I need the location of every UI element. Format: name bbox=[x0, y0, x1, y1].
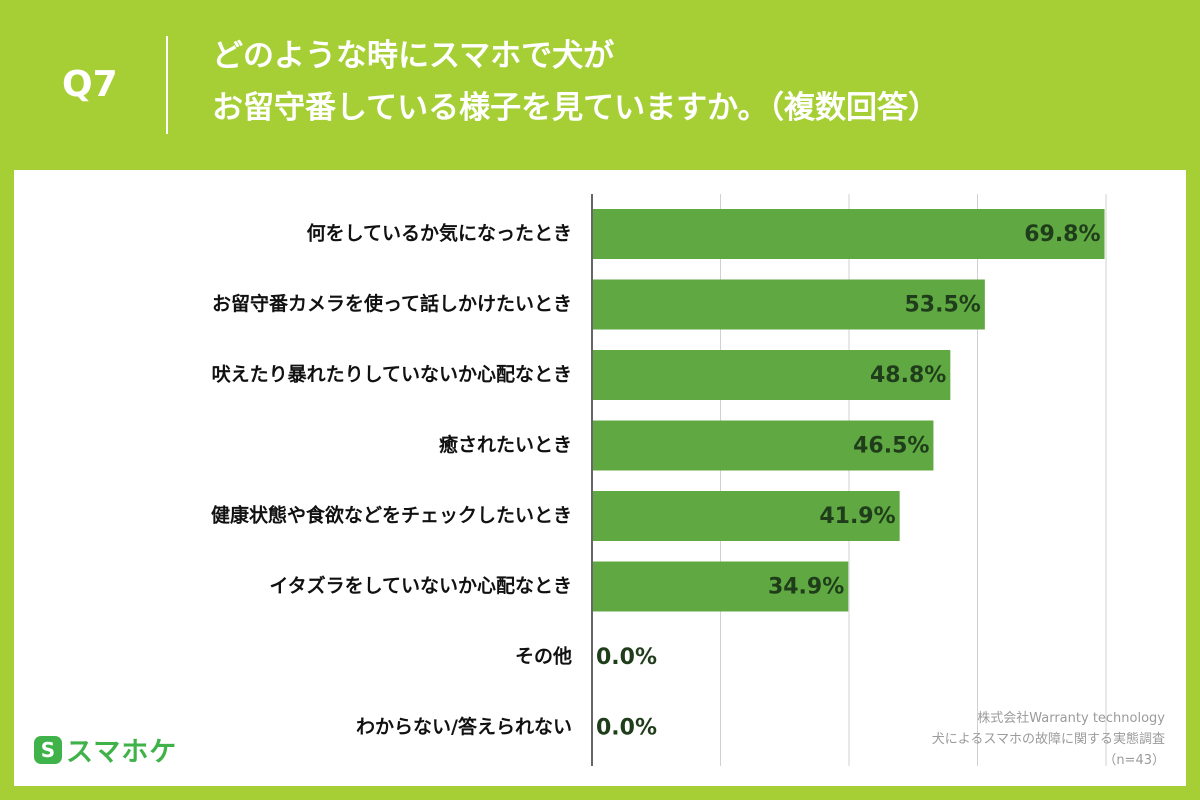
source-note: 株式会社Warranty technology 犬によるスマホの故障に関する実態… bbox=[932, 708, 1165, 771]
value-label-8: 0.0% bbox=[596, 716, 657, 741]
bar-chart: 何をしているか気になったときお留守番カメラを使って話しかけたいとき吠えたり暴れた… bbox=[211, 194, 1107, 766]
bar-5 bbox=[593, 491, 900, 541]
logo-icon bbox=[34, 735, 62, 764]
value-label-7: 0.0% bbox=[596, 645, 657, 670]
logo-text: スマホケ bbox=[66, 737, 178, 768]
value-label-4: 46.5% bbox=[853, 434, 929, 459]
chart-panel: 何をしているか気になったときお留守番カメラを使って話しかけたいとき 吠えたり暴れた… bbox=[14, 170, 1186, 786]
bar-2 bbox=[593, 279, 985, 330]
category-label-4: 癒されたいとき bbox=[439, 433, 572, 456]
source-sample-size: （n=43） bbox=[1103, 753, 1165, 768]
bar-1 bbox=[593, 209, 1105, 259]
value-label-5: 41.9% bbox=[819, 504, 895, 529]
bar-6 bbox=[593, 561, 849, 612]
value-labels: 69.8% 53.5% 48.8% 46.5% 41.9% 34.9% 0.0% 0.0% bbox=[596, 222, 1101, 741]
bar-4 bbox=[593, 420, 934, 471]
source-survey: 犬によるスマホの故障に関する実態調査 bbox=[931, 732, 1165, 747]
bar-3 bbox=[593, 350, 951, 400]
category-labels: 何をしているか気になったときお留守番カメラを使って話しかけたいとき吠えたり暴れた… bbox=[211, 222, 572, 739]
value-label-1: 69.8% bbox=[1024, 222, 1100, 247]
category-label-2: お留守番カメラを使って話しかけたいとき bbox=[212, 292, 572, 315]
value-label-2: 53.5% bbox=[905, 293, 981, 318]
source-company: 株式会社Warranty technology bbox=[977, 711, 1165, 726]
bars bbox=[593, 209, 1105, 612]
brand-logo: スマホケ bbox=[34, 730, 177, 769]
category-label-3: 吠えたり暴れたりしていないか心配なとき bbox=[212, 364, 572, 386]
value-label-6: 34.9% bbox=[768, 575, 844, 600]
question-title: どのような時にスマホで犬が お留守番している様子を見ていますか。（複数回答） bbox=[212, 30, 1172, 134]
question-title-line-2: お留守番している様子を見ていますか。（複数回答） bbox=[212, 90, 939, 126]
category-label-6: イタズラをしていないか心配なとき bbox=[269, 574, 572, 597]
category-label-8: わからない/答えられない bbox=[356, 715, 572, 738]
category-label-7: その他 bbox=[515, 645, 572, 668]
value-label-3: 48.8% bbox=[870, 363, 946, 388]
category-label-1: 何をしているか気になったとき bbox=[307, 222, 572, 245]
question-title-line-1: どのような時にスマホで犬が bbox=[212, 38, 615, 74]
header-divider bbox=[166, 36, 168, 134]
question-number: Q7 bbox=[62, 64, 118, 105]
category-label-5: 健康状態や食欲などをチェックしたいとき bbox=[211, 504, 572, 527]
